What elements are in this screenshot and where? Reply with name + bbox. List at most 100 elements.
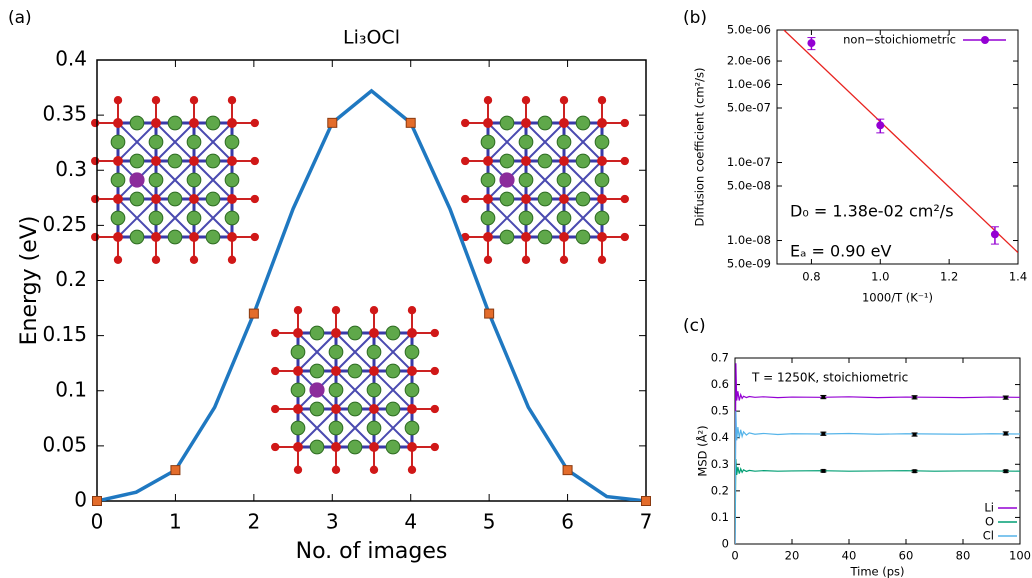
- atom: [129, 172, 144, 187]
- atom: [151, 156, 161, 166]
- atom: [331, 328, 341, 338]
- x-tick-label: 1: [169, 510, 182, 534]
- atom: [557, 211, 571, 225]
- msd-marker: [913, 433, 917, 437]
- atom: [271, 405, 279, 413]
- msd-marker: [1004, 431, 1008, 435]
- atom: [187, 135, 201, 149]
- atom: [130, 230, 144, 244]
- atom: [332, 306, 340, 314]
- atom: [481, 211, 495, 225]
- y-axis-label: Energy (eV): [17, 216, 42, 346]
- x-tick-label: 2: [247, 510, 260, 534]
- atom: [293, 404, 303, 414]
- y-tick-label: 0.1: [711, 510, 729, 524]
- y-tick-label: 0.2: [55, 267, 87, 291]
- annotation: Eₐ = 0.90 eV: [790, 242, 892, 261]
- atom: [560, 96, 568, 104]
- atom: [91, 157, 99, 165]
- atom: [370, 306, 378, 314]
- atom: [621, 233, 629, 241]
- atom: [621, 157, 629, 165]
- legend-label: non−stoichiometric: [843, 33, 956, 47]
- atom: [189, 118, 199, 128]
- atom: [329, 421, 343, 435]
- atom: [291, 345, 305, 359]
- y-tick-label: 2.0e-06: [727, 54, 771, 68]
- atom: [557, 173, 571, 187]
- atom: [461, 157, 469, 165]
- atom: [310, 326, 324, 340]
- atom: [149, 211, 163, 225]
- atom: [519, 135, 533, 149]
- legend-label: Li: [984, 501, 994, 515]
- y-tick-label: 5.0e-08: [727, 179, 771, 193]
- atom: [251, 233, 259, 241]
- legend-label: O: [985, 515, 994, 529]
- atom: [386, 402, 400, 416]
- atom: [521, 194, 531, 204]
- y-tick-label: 0: [722, 537, 729, 551]
- atom: [408, 466, 416, 474]
- atom: [190, 96, 198, 104]
- atom: [559, 232, 569, 242]
- atom: [113, 232, 123, 242]
- y-tick-label: 0.2: [711, 483, 729, 497]
- msd-line: [735, 363, 1020, 544]
- atom: [91, 195, 99, 203]
- atom: [348, 326, 362, 340]
- atom: [225, 173, 239, 187]
- atom: [149, 135, 163, 149]
- atom: [130, 192, 144, 206]
- atom: [595, 173, 609, 187]
- image-marker: [249, 309, 258, 318]
- atom: [293, 442, 303, 452]
- atom: [291, 383, 305, 397]
- msd-marker: [913, 469, 917, 473]
- x-tick-label: 6: [561, 510, 574, 534]
- atom: [559, 156, 569, 166]
- atom: [519, 211, 533, 225]
- atom: [151, 232, 161, 242]
- atom: [500, 116, 514, 130]
- atom: [431, 329, 439, 337]
- plot-frame: [777, 30, 1018, 264]
- atom: [483, 156, 493, 166]
- atom: [251, 119, 259, 127]
- atom: [227, 232, 237, 242]
- atom: [484, 96, 492, 104]
- y-axis-label: Diffusion coefficient (cm²/s): [693, 67, 707, 226]
- atom: [367, 421, 381, 435]
- x-axis-label: No. of images: [296, 539, 448, 564]
- x-tick-label: 4: [404, 510, 417, 534]
- y-tick-label: 0.35: [42, 102, 87, 126]
- atom: [271, 329, 279, 337]
- atom: [367, 383, 381, 397]
- x-tick-label: 5: [483, 510, 496, 534]
- atom: [227, 118, 237, 128]
- atom: [113, 156, 123, 166]
- atom: [405, 345, 419, 359]
- x-axis-label: Time (ps): [849, 565, 904, 578]
- y-tick-label: 0.4: [711, 430, 729, 444]
- atom: [407, 442, 417, 452]
- msd-marker: [913, 395, 917, 399]
- atom: [206, 116, 220, 130]
- image-marker: [485, 309, 494, 318]
- atom: [152, 96, 160, 104]
- atom: [149, 173, 163, 187]
- y-tick-label: 1.0e-07: [727, 155, 771, 169]
- y-axis-label: MSD (Å²): [695, 425, 710, 476]
- msd-marker: [1004, 396, 1008, 400]
- x-tick-label: 0.8: [802, 270, 820, 284]
- atom: [91, 233, 99, 241]
- atom: [168, 192, 182, 206]
- y-tick-label: 1.0e-06: [727, 77, 771, 91]
- atom: [405, 383, 419, 397]
- atom: [500, 154, 514, 168]
- plot-frame: [735, 358, 1020, 544]
- figure: (a)Li₃OClNo. of imagesEnergy (eV)0123456…: [0, 0, 1032, 578]
- atom: [621, 119, 629, 127]
- atom: [329, 345, 343, 359]
- atom: [598, 96, 606, 104]
